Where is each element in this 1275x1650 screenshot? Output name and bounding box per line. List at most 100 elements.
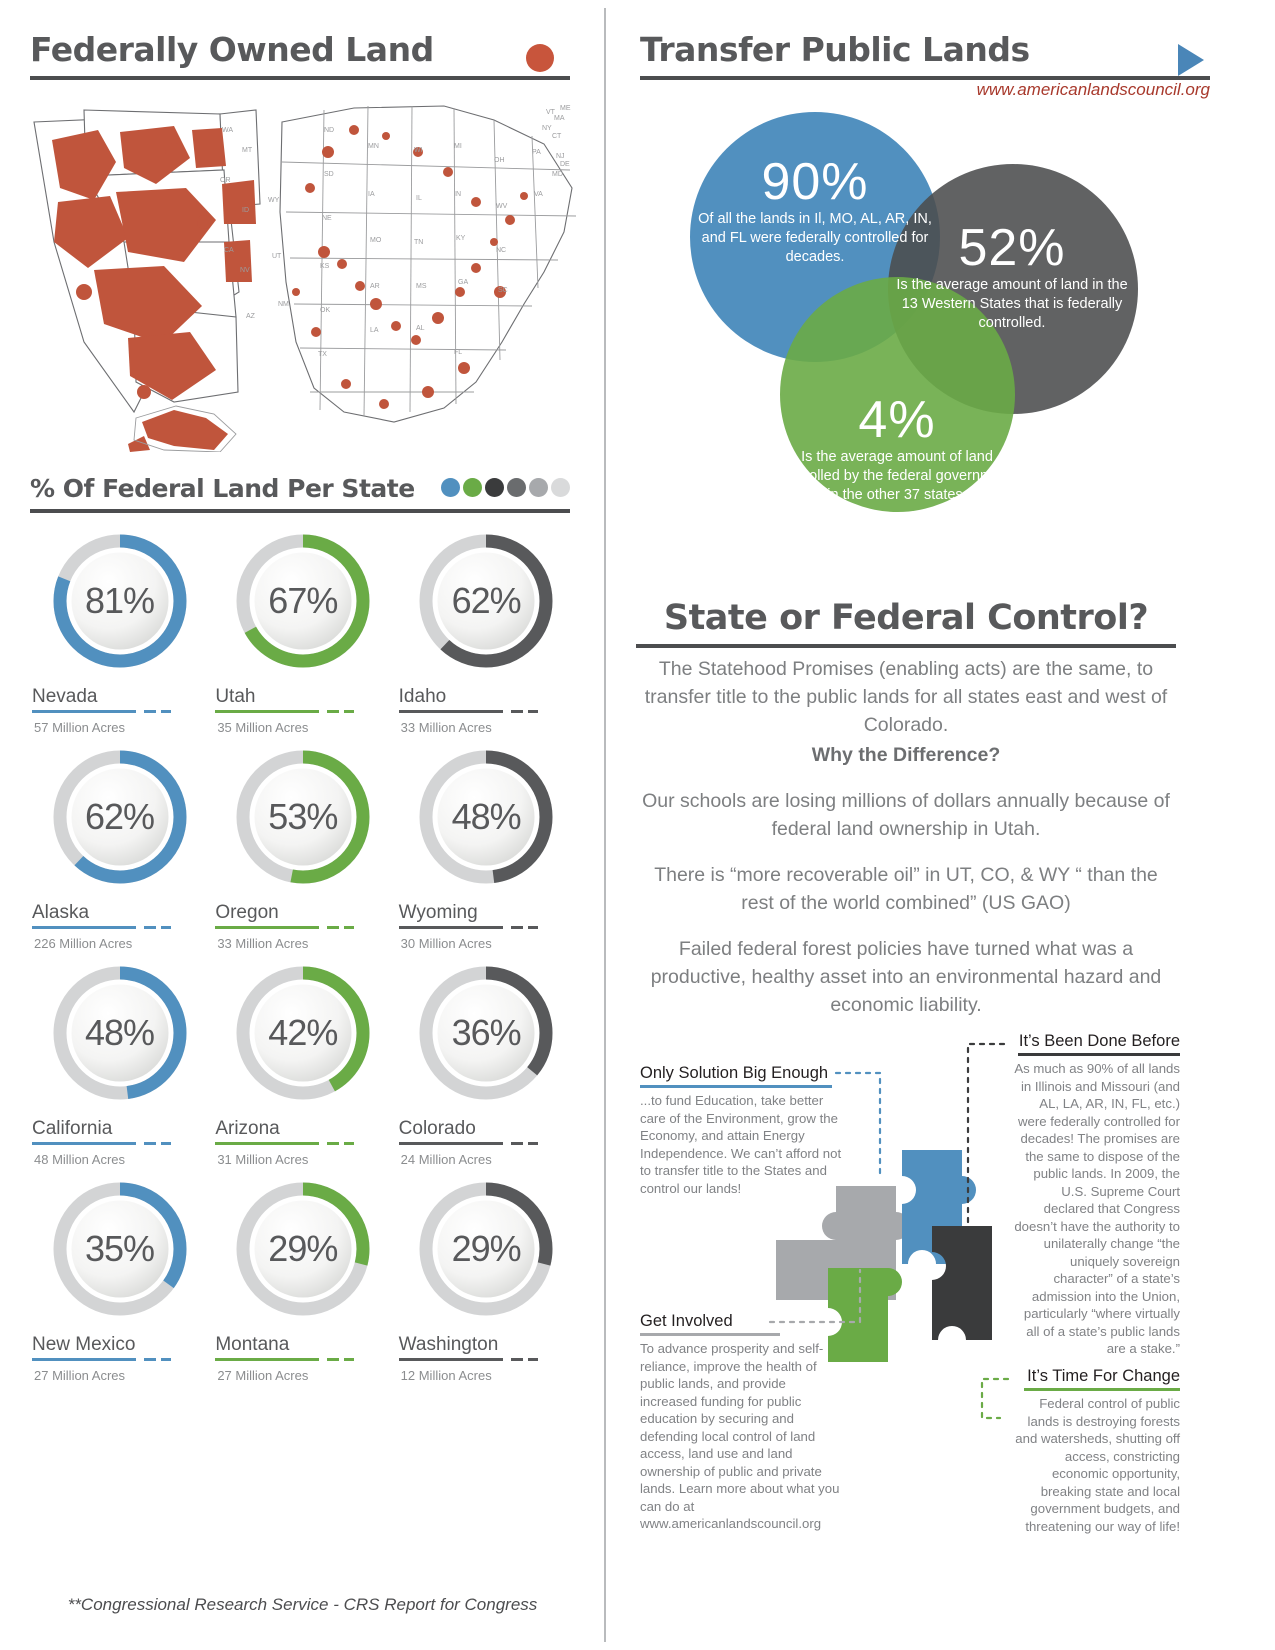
svg-text:DE: DE bbox=[560, 161, 570, 168]
callout-body: To advance prosperity and self-reliance,… bbox=[640, 1341, 840, 1531]
svg-text:WA: WA bbox=[222, 127, 233, 134]
svg-text:IL: IL bbox=[416, 195, 422, 202]
callout-only-solution-big-enough: Only Solution Big Enough ...to fund Educ… bbox=[640, 1062, 845, 1197]
state-name-label: Nevada bbox=[32, 686, 98, 707]
donut-percent-value: 42% bbox=[268, 1012, 338, 1053]
venn-value-gray: 52% bbox=[958, 219, 1066, 277]
svg-text:KY: KY bbox=[456, 235, 466, 242]
state-donut-washington[interactable]: 29% Washington 12 Million Acres bbox=[395, 1174, 578, 1385]
donut-chart: 42% bbox=[228, 958, 378, 1108]
state-name-label: California bbox=[32, 1118, 113, 1139]
venn-text-blue: Of all the lands in Il, MO, AL, AR, IN, … bbox=[698, 211, 932, 265]
donut-percent-value: 35% bbox=[84, 1228, 155, 1269]
state-underline bbox=[395, 1357, 578, 1364]
venn-text-green: Is the average amount of land contolled … bbox=[781, 449, 1013, 503]
svg-text:AR: AR bbox=[370, 283, 380, 290]
callout-title: It’s Time For Change bbox=[1027, 1367, 1180, 1385]
donut-chart: 36% bbox=[411, 958, 561, 1108]
state-name-label: Colorado bbox=[398, 1118, 476, 1139]
callout-its-been-done-before: It’s Been Done Before As much as 90% of … bbox=[1008, 1030, 1180, 1358]
svg-text:ND: ND bbox=[324, 127, 334, 134]
svg-text:FL: FL bbox=[454, 349, 462, 356]
play-triangle-icon[interactable] bbox=[1178, 44, 1204, 76]
donut-percent-value: 29% bbox=[451, 1228, 522, 1269]
state-donut-alaska[interactable]: 62% Alaska 226 Million Acres bbox=[28, 742, 211, 953]
venn-circle-green bbox=[780, 277, 1015, 512]
state-underline bbox=[28, 1141, 211, 1148]
donut-percent-value: 53% bbox=[268, 796, 338, 837]
state-acres-label: 24 Million Acres bbox=[400, 1152, 492, 1167]
donut-percent-value: 48% bbox=[451, 796, 522, 837]
us-federal-land-map: ND SD NE KS OK TX MN IA MO AR LA WI IL TN MS AL… bbox=[24, 92, 580, 452]
state-name-label: Utah bbox=[215, 686, 256, 707]
section-title: % Of Federal Land Per State bbox=[30, 474, 415, 503]
legend-dot-5 bbox=[551, 478, 570, 497]
callout-body: As much as 90% of all lands in Illinois … bbox=[1014, 1061, 1180, 1356]
svg-text:NJ: NJ bbox=[556, 153, 565, 160]
state-donut-oregon[interactable]: 53% Oregon 33 Million Acres bbox=[211, 742, 394, 953]
page-title: Federally Owned Land bbox=[30, 30, 434, 69]
callout-body: Federal control of public lands is destr… bbox=[1015, 1396, 1180, 1534]
svg-text:MO: MO bbox=[370, 237, 382, 244]
legend-dot-3 bbox=[507, 478, 526, 497]
callout-rule bbox=[1024, 1388, 1180, 1391]
svg-text:TN: TN bbox=[414, 239, 423, 246]
svg-text:WV: WV bbox=[496, 203, 508, 210]
control-paragraph-2: Our schools are losing millions of dolla… bbox=[642, 790, 1170, 840]
why-the-difference-label: Why the Difference? bbox=[811, 744, 1001, 766]
svg-text:VT: VT bbox=[546, 109, 556, 116]
donut-percent-value: 36% bbox=[451, 1012, 522, 1053]
state-donut-nevada[interactable]: 81% Nevada 57 Million Acres bbox=[28, 526, 211, 737]
callout-title: Get Involved bbox=[640, 1312, 733, 1330]
header-rule bbox=[30, 76, 570, 80]
svg-text:NE: NE bbox=[322, 215, 332, 222]
venn-label-green: 4% Is the average amount of land contoll… bbox=[778, 392, 1016, 505]
state-donut-california[interactable]: 48% California 48 Million Acres bbox=[28, 958, 211, 1169]
red-circle-dot-icon bbox=[526, 44, 554, 72]
state-acres-label: 27 Million Acres bbox=[34, 1368, 126, 1383]
donut-chart: 67% bbox=[228, 526, 378, 676]
control-paragraph-3: There is “more recoverable oil” in UT, C… bbox=[654, 864, 1158, 914]
callout-rule bbox=[640, 1085, 832, 1088]
state-donut-colorado[interactable]: 36% Colorado 24 Million Acres bbox=[395, 958, 578, 1169]
section-title: Transfer Public Lands bbox=[640, 30, 1030, 69]
website-url[interactable]: www.americanlandscouncil.org bbox=[976, 80, 1210, 99]
venn-value-blue: 90% bbox=[761, 153, 869, 211]
donut-chart: 53% bbox=[228, 742, 378, 892]
state-underline bbox=[28, 709, 211, 716]
svg-text:UT: UT bbox=[272, 253, 282, 260]
state-donut-idaho[interactable]: 62% Idaho 33 Million Acres bbox=[395, 526, 578, 737]
donut-chart: 29% bbox=[228, 1174, 378, 1324]
state-name-label: Wyoming bbox=[398, 902, 478, 923]
svg-text:ID: ID bbox=[242, 207, 249, 214]
svg-text:NY: NY bbox=[542, 125, 552, 132]
svg-text:NC: NC bbox=[496, 247, 506, 254]
state-donut-arizona[interactable]: 42% Arizona 31 Million Acres bbox=[211, 958, 394, 1169]
donut-percent-value: 29% bbox=[268, 1228, 338, 1269]
state-acres-label: 27 Million Acres bbox=[217, 1368, 309, 1383]
state-underline bbox=[211, 1141, 394, 1148]
donut-chart: 48% bbox=[411, 742, 561, 892]
svg-text:MA: MA bbox=[554, 115, 565, 122]
venn-text-gray: Is the average amount of land in the 13 … bbox=[896, 277, 1128, 331]
callout-its-time-for-change: It’s Time For Change Federal control of … bbox=[1012, 1365, 1180, 1535]
svg-text:AL: AL bbox=[416, 325, 425, 332]
state-underline bbox=[395, 1141, 578, 1148]
state-underline bbox=[211, 925, 394, 932]
venn-diagram: 90% Of all the lands in Il, MO, AL, AR, … bbox=[660, 112, 1200, 562]
legend-dot-2 bbox=[485, 478, 504, 497]
svg-text:PA: PA bbox=[532, 149, 541, 156]
svg-text:NM: NM bbox=[278, 301, 289, 308]
donut-chart: 29% bbox=[411, 1174, 561, 1324]
svg-text:OK: OK bbox=[320, 307, 330, 314]
state-donut-new-mexico[interactable]: 35% New Mexico 27 Million Acres bbox=[28, 1174, 211, 1385]
state-donut-montana[interactable]: 29% Montana 27 Million Acres bbox=[211, 1174, 394, 1385]
legend-dot-1 bbox=[463, 478, 482, 497]
state-donut-wyoming[interactable]: 48% Wyoming 30 Million Acres bbox=[395, 742, 578, 953]
svg-text:NV: NV bbox=[240, 267, 250, 274]
callout-rule bbox=[1018, 1053, 1180, 1056]
svg-text:MN: MN bbox=[368, 143, 379, 150]
state-donut-utah[interactable]: 67% Utah 35 Million Acres bbox=[211, 526, 394, 737]
donut-chart: 62% bbox=[45, 742, 195, 892]
state-underline bbox=[211, 709, 394, 716]
